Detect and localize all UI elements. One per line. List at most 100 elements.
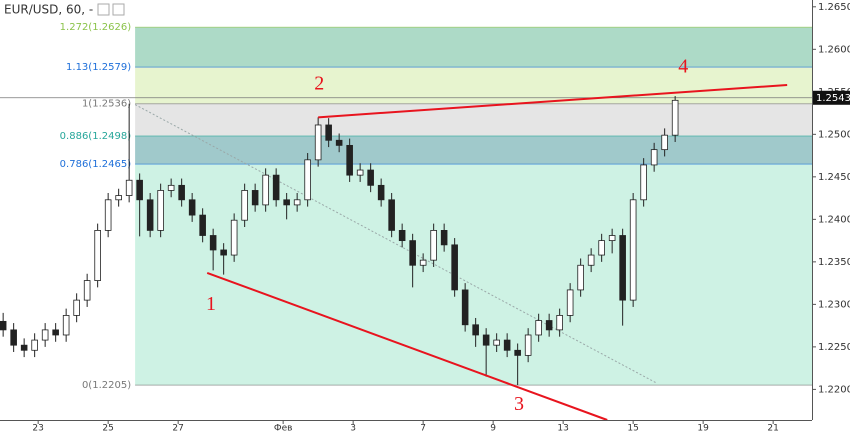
y-tick-label: 1.2500 xyxy=(818,129,850,140)
candle-body xyxy=(482,334,490,346)
candle-body xyxy=(136,179,143,201)
candle-body xyxy=(335,139,343,146)
candle-body xyxy=(493,339,500,346)
settings-button[interactable] xyxy=(112,3,125,16)
x-tick-label: 13 xyxy=(557,424,568,434)
candle-body xyxy=(661,134,668,151)
candle-body xyxy=(73,299,80,316)
candle-body xyxy=(556,315,563,331)
x-tick-label: 7 xyxy=(420,424,426,434)
candle-body xyxy=(272,174,280,201)
candle-body xyxy=(629,199,637,301)
candle-body xyxy=(535,320,542,336)
x-tick-label: 23 xyxy=(32,424,43,434)
candle-body xyxy=(10,329,17,346)
candle-body xyxy=(356,169,364,176)
y-tick-label: 1.2650 xyxy=(818,2,850,13)
wave-label: 3 xyxy=(514,393,524,415)
candle-body xyxy=(608,235,616,242)
x-tick-label: 3 xyxy=(350,424,356,434)
candle-body xyxy=(209,235,217,251)
candle-body xyxy=(440,230,448,246)
candle-body xyxy=(262,174,269,206)
fib-trend-line xyxy=(134,104,658,384)
trend-line xyxy=(206,271,608,421)
candle-body xyxy=(566,289,574,316)
candle-body xyxy=(104,199,112,231)
y-tick-label: 1.2200 xyxy=(818,384,850,395)
candle-body xyxy=(409,240,416,266)
x-tick-label: Фев xyxy=(274,424,293,434)
fib-zone xyxy=(135,67,813,104)
candle-body xyxy=(598,240,605,256)
fib-zone xyxy=(135,164,813,386)
price-tag-label: 1.2543 xyxy=(816,93,850,104)
fib-level-label: 1.272(1.2626) xyxy=(60,22,132,33)
fib-level-label: 1.13(1.2579) xyxy=(66,62,131,73)
y-tick-label: 1.2600 xyxy=(818,44,850,55)
hide-button[interactable] xyxy=(97,3,110,16)
candle-body xyxy=(251,190,259,206)
candle-body xyxy=(398,230,406,242)
symbol-title: EUR/USD, 60, - xyxy=(4,3,93,17)
fib-zone xyxy=(135,136,813,165)
candle-body xyxy=(346,144,353,176)
candle-body xyxy=(367,169,374,186)
candle-body xyxy=(146,199,154,231)
candle-body xyxy=(640,164,647,201)
candle-body xyxy=(157,190,164,231)
candle-body xyxy=(220,249,227,256)
fib-level-label: 0.786(1.2465) xyxy=(60,159,132,170)
candle-body xyxy=(125,179,133,196)
candle-body xyxy=(419,259,427,266)
fib-level-label: 0.886(1.2498) xyxy=(60,131,132,142)
fib-zone xyxy=(135,27,813,68)
candle-body xyxy=(167,184,175,191)
candle-body xyxy=(241,190,248,221)
candle-body xyxy=(388,199,395,231)
candle-body xyxy=(293,199,301,206)
candle-body xyxy=(199,214,206,236)
plot-area: 1.272(1.2626) 1.13(1.2579) 1(1.2536) 0.886(… xyxy=(0,22,813,421)
candle-body xyxy=(472,324,479,336)
candle-body xyxy=(115,195,122,201)
x-tick-label: 21 xyxy=(767,424,778,434)
trend-line xyxy=(318,84,788,119)
candle-body xyxy=(650,149,658,166)
wave-label: 1 xyxy=(206,293,216,315)
candle-body xyxy=(461,289,469,326)
candle-body xyxy=(31,339,38,351)
y-tick-label: 1.2350 xyxy=(818,257,850,268)
candle-body xyxy=(671,99,679,136)
y-tick-label: 1.2400 xyxy=(818,214,850,225)
fib-level-label: 0(1.2205) xyxy=(82,380,131,391)
candle-body xyxy=(230,219,238,256)
y-tick-label: 1.2250 xyxy=(818,342,850,353)
candle-body xyxy=(587,254,595,266)
x-tick-label: 25 xyxy=(102,424,113,434)
candle-body xyxy=(524,334,532,356)
y-tick-label: 1.2450 xyxy=(818,172,850,183)
y-tick-label: 1.2300 xyxy=(818,299,850,310)
candle-body xyxy=(41,329,49,341)
candle-body xyxy=(188,199,196,216)
fib-zone xyxy=(135,103,813,137)
candle-body xyxy=(314,124,322,161)
candle-body xyxy=(451,244,458,291)
price-tag xyxy=(813,90,850,105)
wave-label: 2 xyxy=(314,73,324,95)
candle-body xyxy=(619,235,626,301)
candle-body xyxy=(62,315,70,336)
x-tick-label: 19 xyxy=(697,424,709,434)
candle-body xyxy=(0,320,7,331)
candle-body xyxy=(377,184,385,201)
candle-body xyxy=(178,184,185,201)
candle-body xyxy=(545,320,553,331)
candle-body xyxy=(94,230,101,281)
wave-label: 4 xyxy=(678,56,688,78)
candle-body xyxy=(304,159,311,201)
candle-body xyxy=(325,124,332,141)
x-tick-label: 15 xyxy=(627,424,638,434)
